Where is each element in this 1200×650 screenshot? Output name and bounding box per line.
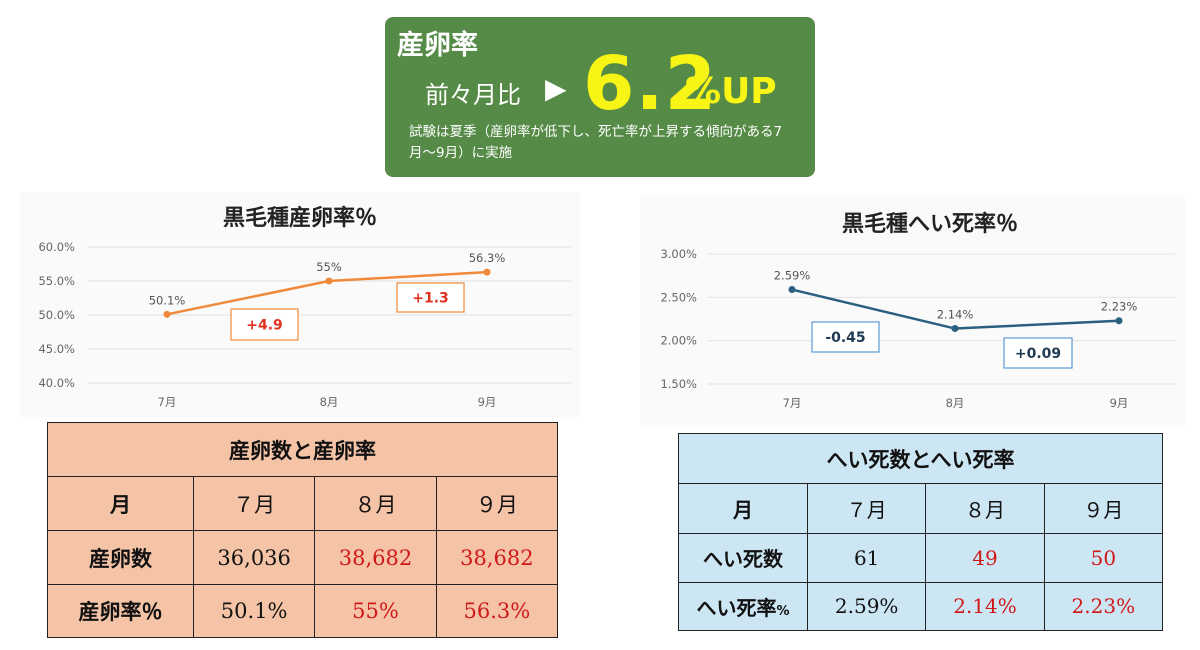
delta-annotation-box — [230, 308, 299, 341]
delta-annotation-label: +4.9 — [246, 318, 283, 334]
mortality-table-header-sep: ９月 — [1043, 483, 1164, 534]
laying-table-row-label: 産卵数 — [47, 530, 194, 585]
x-tick-label: 8月 — [946, 396, 965, 410]
data-point — [788, 286, 796, 294]
mortality-table-header-jul: ７月 — [806, 483, 927, 534]
x-tick-label: 8月 — [320, 395, 339, 409]
laying-table-header-jul: ７月 — [192, 476, 316, 531]
y-tick-label: 2.50% — [660, 290, 697, 304]
delta-annotation-label: +1.3 — [412, 291, 449, 307]
data-label: 50.1% — [149, 293, 186, 307]
laying-table-cell: 50.1% — [192, 584, 316, 638]
mortality-table-cell: 2.23% — [1043, 581, 1164, 632]
x-tick-label: 7月 — [158, 395, 177, 409]
delta-annotation-box — [1003, 337, 1073, 369]
laying-rate-line-chart: 60.0% 55.0% 50.0% 45.0% 40.0% 7月 8月 9月 50.1% 55% 5… — [38, 240, 572, 409]
data-point — [951, 325, 959, 333]
laying-table-row-label: 産卵率％ — [47, 584, 194, 638]
mortality-table-cell: 2.14% — [925, 581, 1045, 632]
banner-title: 産卵率 — [397, 30, 478, 61]
laying-table-cell: 38,682 — [314, 530, 437, 585]
x-tick-label: 9月 — [1110, 396, 1129, 410]
laying-table-header-aug: ８月 — [314, 476, 437, 531]
mortality-table: へい死数とへい死率 月 ７月 ８月 ９月 へい死数 61 49 50 へい死率%… — [678, 432, 1164, 632]
mortality-table-cell: 2.59% — [806, 581, 927, 632]
y-tick-label: 1.50% — [660, 377, 697, 391]
banner-compare-label: 前々月比 — [425, 81, 521, 109]
laying-rate-chart-title: 黒毛種産卵率％ — [222, 206, 377, 231]
mortality-rate-chart-panel — [640, 195, 1185, 425]
x-tick-label: 9月 — [478, 395, 497, 409]
summary-banner: 産卵率 前々月比 ▶ 6.2 %UP 試験は夏季（産卵率が低下し、死亡率が上昇す… — [385, 17, 815, 177]
delta-annotation-label: +0.09 — [1015, 346, 1061, 362]
laying-table-caption: 産卵数と産卵率 — [47, 422, 558, 477]
data-label: 2.23% — [1101, 300, 1138, 314]
mortality-table-cell: 50 — [1043, 532, 1164, 583]
laying-rate-chart-panel — [20, 192, 580, 417]
laying-table-cell: 55% — [314, 584, 437, 638]
mortality-table-row-label: へい死率% — [678, 581, 808, 632]
delta-annotation-label: -0.45 — [825, 330, 865, 346]
banner-note: 試験は夏季（産卵率が低下し、死亡率が上昇する傾向がある7月〜9月）に実施 — [409, 124, 783, 161]
play-arrow-icon: ▶ — [545, 72, 567, 105]
x-tick-label: 7月 — [783, 396, 802, 410]
banner-big-value: 6.2 — [583, 41, 718, 127]
y-tick-label: 2.00% — [660, 334, 697, 348]
mortality-table-row-label: へい死数 — [678, 532, 808, 583]
banner-unit: %UP — [685, 71, 777, 112]
mortality-rate-label-suffix: % — [776, 603, 790, 619]
data-label: 55% — [316, 260, 342, 274]
y-tick-label: 55.0% — [38, 274, 75, 288]
y-tick-label: 60.0% — [38, 240, 75, 254]
data-point — [483, 268, 491, 276]
y-tick-label: 40.0% — [38, 376, 75, 390]
mortality-table-caption: へい死数とへい死率 — [678, 432, 1163, 485]
y-tick-label: 3.00% — [660, 247, 697, 261]
data-point — [325, 277, 333, 285]
delta-annotation-box — [811, 321, 880, 353]
laying-table-cell: 38,682 — [435, 530, 559, 585]
laying-table-header-month: 月 — [47, 476, 194, 531]
y-tick-label: 50.0% — [38, 308, 75, 322]
mortality-table-cell: 49 — [925, 532, 1045, 583]
y-tick-label: 45.0% — [38, 342, 75, 356]
mortality-rate-label: へい死率 — [696, 595, 777, 620]
data-label: 56.3% — [469, 251, 506, 265]
mortality-rate-line-chart: 3.00% 2.50% 2.00% 1.50% 7月 8月 9月 2.59% 2.14% 2.23… — [660, 247, 1175, 410]
mortality-table-cell: 61 — [806, 532, 927, 583]
mortality-table-header-aug: ８月 — [925, 483, 1045, 534]
data-label: 2.14% — [937, 308, 974, 322]
laying-table-cell: 36,036 — [192, 530, 316, 585]
mortality-table-header-month: 月 — [678, 483, 808, 534]
laying-table-cell: 56.3% — [435, 584, 559, 638]
laying-table-header-sep: ９月 — [435, 476, 559, 531]
data-point — [163, 310, 171, 318]
data-point — [1115, 317, 1123, 325]
mortality-rate-chart-title: 黒毛種へい死率％ — [841, 212, 1018, 237]
delta-annotation-box — [396, 282, 465, 313]
laying-table: 産卵数と産卵率 月 ７月 ８月 ９月 産卵数 36,036 38,682 38,… — [47, 422, 559, 638]
data-label: 2.59% — [774, 269, 811, 283]
